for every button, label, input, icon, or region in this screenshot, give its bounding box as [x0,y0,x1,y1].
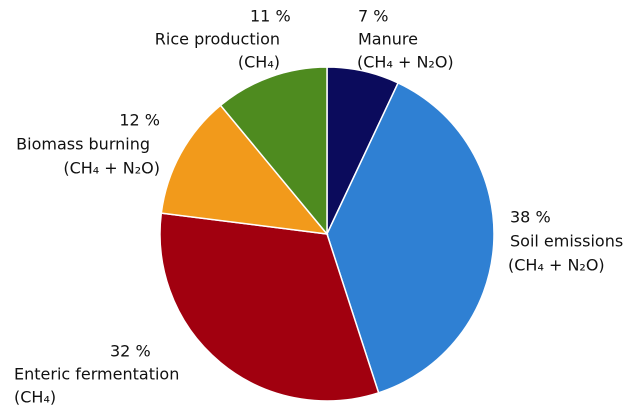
category-label: Soil emissions [510,232,623,251]
pie-slice [326,81,495,394]
gas-label: (CH₄) [14,388,56,407]
pie-slice [160,104,329,235]
category-label: Manure [358,30,418,49]
pie-slice [159,212,380,402]
category-label: Rice production [155,30,280,49]
value-label: 12 % [119,111,160,130]
gas-label: (CH₄ + N₂O) [357,53,454,72]
value-label: 7 % [358,7,388,26]
category-label: Enteric fermentation [14,365,179,384]
value-label: 38 % [510,208,551,227]
gas-label: (CH₄) [238,53,280,72]
gas-label: (CH₄ + N₂O) [63,159,160,178]
value-label: 32 % [110,342,151,361]
category-label: Biomass burning [16,135,150,154]
value-label: 11 % [250,7,291,26]
gas-label: (CH₄ + N₂O) [508,256,605,275]
pie-slice [219,66,328,237]
